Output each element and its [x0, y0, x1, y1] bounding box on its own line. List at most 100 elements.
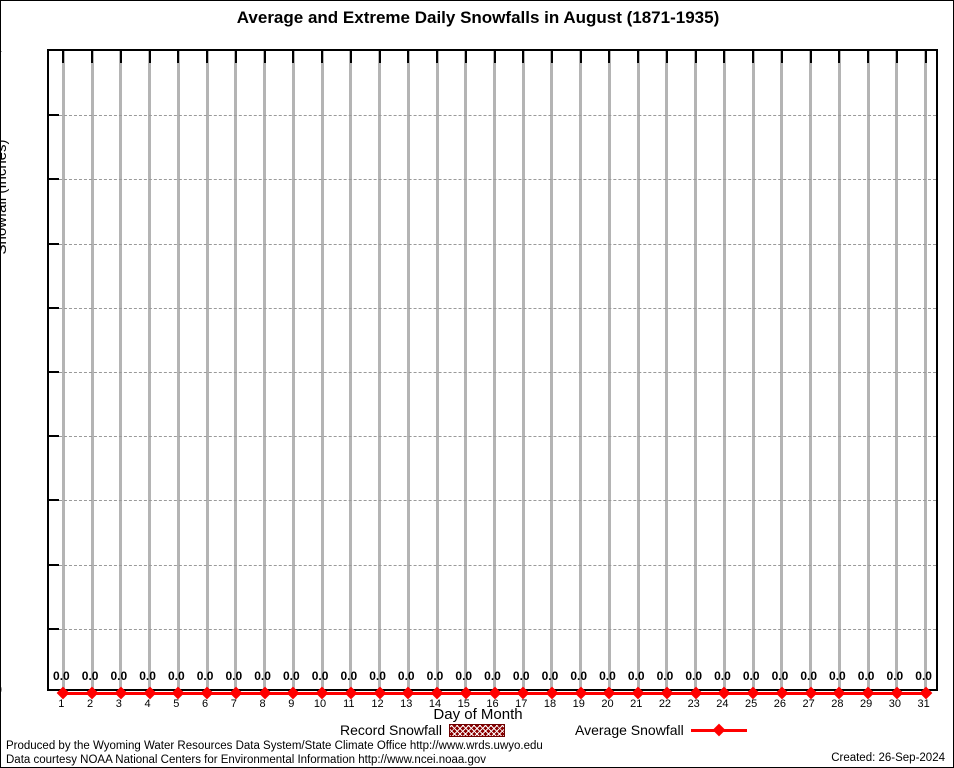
- x-tick-label: 1: [58, 698, 65, 710]
- created-date: Created: 26-Sep-2024: [831, 752, 945, 764]
- x-gridline: [61, 51, 65, 689]
- x-gridline: [521, 51, 525, 689]
- y-gridline: [49, 243, 936, 246]
- data-point-label: 0.0: [570, 669, 588, 683]
- data-point-label: 0.0: [311, 669, 329, 683]
- data-point-label: 0.0: [685, 669, 703, 683]
- x-tick-label: 29: [860, 698, 873, 710]
- x-tick-label: 21: [630, 698, 643, 710]
- x-gridline: [837, 51, 841, 689]
- x-tick-top: [493, 51, 496, 63]
- x-tick-label: 27: [802, 698, 815, 710]
- x-gridline: [349, 51, 353, 689]
- x-gridline: [119, 51, 123, 689]
- x-tick-label: 24: [716, 698, 729, 710]
- x-tick-label: 23: [687, 698, 700, 710]
- data-point-label: 0.0: [455, 669, 473, 683]
- x-tick-top: [694, 51, 697, 63]
- data-point-label: 0.0: [800, 669, 817, 683]
- data-point-label: 0.0: [369, 669, 386, 683]
- x-tick-top: [321, 51, 324, 63]
- x-tick-top: [895, 51, 898, 63]
- x-tick-top: [119, 51, 122, 63]
- x-tick-label: 16: [486, 698, 499, 710]
- y-axis-title: Snowfall (Inches): [0, 139, 10, 255]
- x-gridline: [176, 51, 180, 689]
- y-tick-label: 1: [1, 40, 2, 55]
- y-gridline: [49, 436, 936, 438]
- data-point-label: 0.0: [254, 669, 271, 683]
- x-gridline: [291, 51, 295, 689]
- data-point-label: 0.0: [426, 669, 444, 683]
- footer-line-2: Data courtesy NOAA National Centers for …: [6, 754, 487, 766]
- data-point-label: 0.0: [484, 669, 501, 683]
- y-gridline: [49, 307, 936, 310]
- y-gridline: [49, 179, 936, 181]
- x-gridline: [90, 51, 94, 689]
- x-tick-label: 28: [831, 698, 844, 710]
- data-point-label: 0.0: [886, 669, 904, 683]
- x-tick-top: [637, 51, 640, 63]
- x-gridline: [694, 51, 698, 689]
- x-tick-top: [407, 51, 410, 63]
- x-tick-label: 7: [230, 698, 237, 710]
- x-tick-top: [206, 51, 209, 63]
- data-point-label: 0.0: [829, 669, 846, 683]
- x-tick-label: 14: [428, 698, 442, 710]
- x-tick-top: [867, 51, 870, 63]
- legend-item-record-snowfall[interactable]: Record Snowfall: [340, 722, 505, 738]
- x-tick-top: [148, 51, 151, 63]
- data-point-label: 0.0: [340, 669, 358, 683]
- x-tick-top: [263, 51, 266, 63]
- x-tick-top: [780, 51, 783, 63]
- x-tick-top: [924, 51, 927, 63]
- x-gridline: [722, 51, 726, 689]
- x-gridline: [751, 51, 755, 689]
- x-tick-label: 18: [543, 698, 557, 710]
- legend-label-record-snowfall: Record Snowfall: [340, 722, 442, 738]
- data-point-label: 0.0: [110, 669, 128, 683]
- y-gridline: [49, 115, 936, 117]
- footer-line-1: Produced by the Wyoming Water Resources …: [6, 740, 543, 752]
- x-gridline: [809, 51, 813, 689]
- y-tick: [49, 178, 59, 181]
- x-tick-label: 13: [400, 698, 413, 710]
- y-gridline: [49, 628, 936, 631]
- x-gridline: [607, 51, 611, 689]
- y-tick: [49, 627, 59, 630]
- plot-area: [47, 49, 938, 700]
- x-tick-top: [752, 51, 755, 63]
- x-tick-top: [177, 51, 180, 63]
- x-tick-label: 9: [288, 698, 295, 710]
- y-tick: [49, 306, 59, 309]
- x-tick-top: [838, 51, 841, 63]
- x-gridline: [320, 51, 324, 689]
- y-tick: [49, 563, 59, 566]
- x-gridline: [378, 51, 382, 689]
- x-tick-top: [723, 51, 726, 63]
- chart-legend: Record Snowfall Average Snowfall: [1, 722, 953, 742]
- y-tick: [49, 371, 59, 373]
- x-tick-label: 25: [745, 698, 758, 710]
- x-tick-top: [665, 51, 668, 63]
- y-gridline: [49, 564, 936, 567]
- x-tick-label: 26: [773, 698, 787, 710]
- y-tick: [49, 114, 59, 117]
- x-tick-label: 19: [572, 698, 585, 710]
- x-tick-label: 20: [601, 698, 614, 710]
- x-gridline: [895, 51, 899, 689]
- legend-swatch-average-snowfall: [690, 723, 747, 737]
- x-gridline: [924, 51, 928, 689]
- x-tick-top: [91, 51, 94, 63]
- legend-item-average-snowfall[interactable]: Average Snowfall: [575, 722, 747, 738]
- x-tick-label: 8: [259, 698, 266, 710]
- data-point-label: 0.0: [857, 669, 875, 683]
- y-tick: [49, 499, 59, 502]
- x-tick-top: [550, 51, 553, 63]
- x-tick-top: [809, 51, 812, 63]
- x-tick-label: 4: [144, 698, 151, 710]
- x-tick-label: 17: [515, 698, 528, 710]
- data-point-label: 0.0: [599, 669, 616, 683]
- data-point-label: 0.0: [196, 669, 214, 683]
